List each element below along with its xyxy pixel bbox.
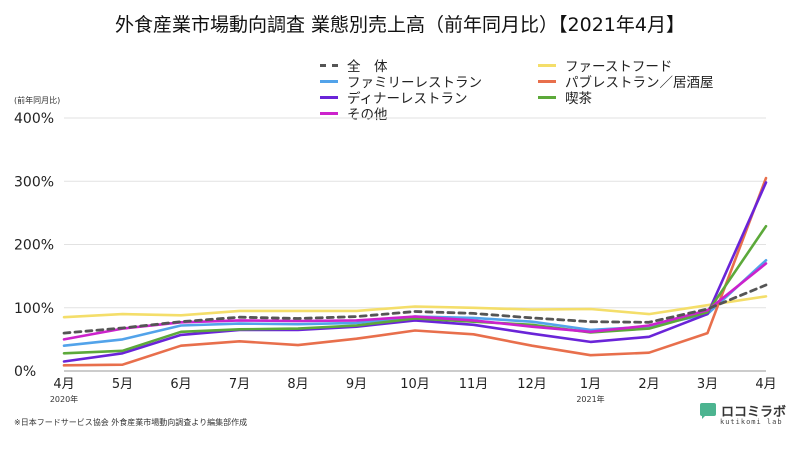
- legend-item-other: その他: [320, 103, 388, 123]
- x-tick-label: 5月: [112, 377, 133, 392]
- legend-label: その他: [347, 107, 388, 123]
- brand-subtitle: kutikomi lab: [720, 418, 783, 426]
- x-year-label: 2020年: [50, 394, 78, 404]
- legend-swatch: [320, 95, 338, 99]
- y-tick-label: 100%: [14, 301, 54, 317]
- legend-item-all: 全 体: [320, 55, 388, 75]
- legend-label: パブレストラン／居酒屋: [565, 75, 714, 91]
- x-tick-label: 7月: [229, 377, 250, 392]
- x-tick-label: 4月: [755, 377, 776, 392]
- series-line: [62, 283, 768, 335]
- x-year-label: 2021年: [576, 394, 604, 404]
- legend-swatch: [538, 95, 556, 99]
- x-tick-label: 12月: [517, 377, 547, 392]
- legend-label: ディナーレストラン: [347, 91, 468, 107]
- series-line: [62, 262, 768, 341]
- legend-swatch: [320, 63, 338, 67]
- y-axis-unit-label: (前年同月比): [14, 96, 61, 105]
- legend-label: ファミリーレストラン: [347, 75, 482, 91]
- legend-item-pub-izakaya: パブレストラン／居酒屋: [538, 71, 714, 91]
- brand-name: ロコミラボ: [721, 405, 787, 420]
- x-tick-label: 1月: [580, 377, 601, 392]
- x-tick-label: 4月: [53, 377, 74, 392]
- series-line: [62, 224, 768, 355]
- legend-item-fast-food: ファーストフード: [538, 55, 672, 75]
- series-line: [62, 181, 768, 363]
- x-tick-label: 10月: [400, 377, 430, 392]
- legend-item-cafe: 喫茶: [538, 87, 592, 107]
- speech-bubble-icon: [700, 403, 716, 419]
- x-tick-label: 9月: [346, 377, 367, 392]
- legend-label: 全 体: [347, 59, 388, 75]
- chart-title: 外食産業市場動向調査 業態別売上高（前年同月比）【2021年4月】: [115, 14, 685, 36]
- source-note: ※日本フードサービス協会 外食産業市場動向調査より編集部作成: [14, 418, 248, 427]
- x-tick-label: 11月: [459, 377, 489, 392]
- x-tick-label: 2月: [638, 377, 659, 392]
- legend-item-dinner-restaurant: ディナーレストラン: [320, 87, 468, 107]
- x-tick-label: 6月: [170, 377, 191, 392]
- legend-label: ファーストフード: [565, 59, 673, 75]
- series-line: [62, 295, 768, 319]
- brand-logo: ロコミラボ kutikomi lab: [700, 401, 790, 431]
- legend-swatch: [320, 79, 338, 83]
- y-tick-label: 0%: [14, 364, 36, 380]
- y-tick-label: 400%: [14, 111, 54, 127]
- legend-swatch: [538, 63, 556, 67]
- y-tick-label: 200%: [14, 238, 54, 254]
- legend-swatch: [320, 111, 338, 115]
- y-tick-label: 300%: [14, 174, 54, 190]
- x-tick-label: 8月: [287, 377, 308, 392]
- legend-swatch: [538, 79, 556, 83]
- series-line: [62, 176, 768, 367]
- legend-item-family-restaurant: ファミリーレストラン: [320, 71, 482, 91]
- x-tick-label: 3月: [697, 377, 718, 392]
- legend-label: 喫茶: [565, 91, 592, 107]
